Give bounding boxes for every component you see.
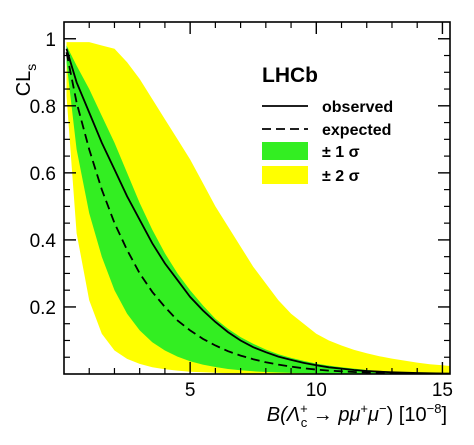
legend-expected-label: expected bbox=[322, 122, 391, 139]
y-tick-label: 0.8 bbox=[30, 97, 56, 118]
band-1sigma bbox=[66, 45, 450, 374]
lines-group bbox=[65, 48, 450, 374]
lhcb-label: LHCb bbox=[262, 64, 318, 87]
y-label-main: CL bbox=[13, 71, 35, 97]
y-label-sub: s bbox=[23, 64, 39, 71]
legend-2sigma-label: ± 2 σ bbox=[322, 168, 360, 185]
observed-line bbox=[65, 48, 450, 374]
y-tick-label: 0.2 bbox=[30, 298, 56, 319]
y-tick-label: 0.6 bbox=[30, 164, 56, 185]
x-axis-label: B(Λ+ c → pμ+μ−) [10−8] bbox=[267, 401, 447, 430]
legend-1sigma-swatch bbox=[262, 142, 308, 160]
x-tick-label: 15 bbox=[432, 380, 453, 401]
ticks-group: 5 10 15 0.2 0.4 0.6 0.8 1 bbox=[30, 22, 453, 401]
y-tick-label: 1 bbox=[45, 30, 56, 51]
x-tick-label: 5 bbox=[185, 380, 196, 401]
plot-frame bbox=[63, 21, 451, 375]
bands-group bbox=[66, 42, 450, 374]
x-tick-label: 10 bbox=[306, 380, 327, 401]
legend-1sigma-label: ± 1 σ bbox=[322, 144, 360, 161]
legend: observed expected ± 1 σ ± 2 σ bbox=[262, 99, 393, 185]
legend-observed-label: observed bbox=[322, 99, 393, 116]
y-tick-label: 0.4 bbox=[30, 231, 57, 252]
y-axis-label: CLs bbox=[13, 64, 39, 97]
legend-2sigma-swatch bbox=[262, 166, 308, 184]
